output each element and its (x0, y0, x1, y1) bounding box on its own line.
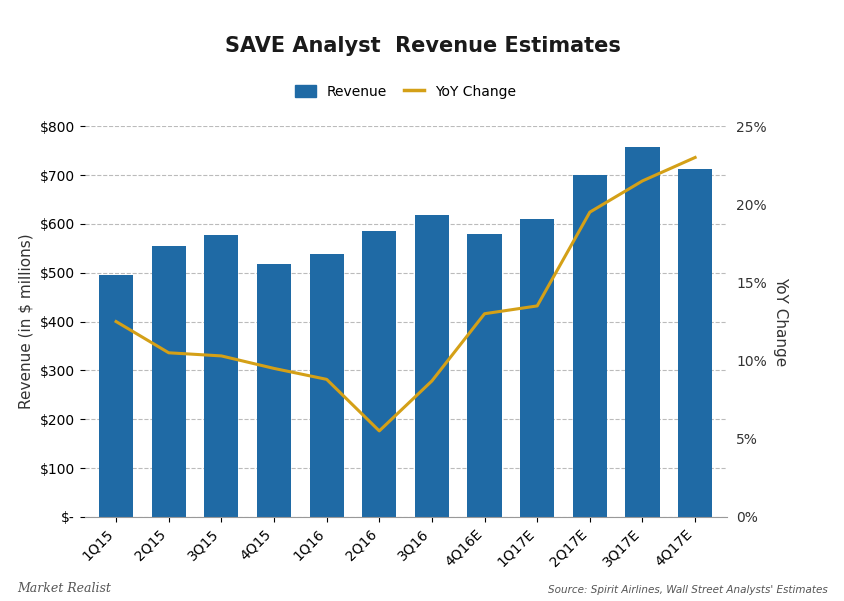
Bar (257, 264, 291, 517)
YoY Change (268, 365, 279, 372)
YoY Change (690, 154, 700, 161)
Bar (362, 231, 396, 517)
YoY Change (584, 209, 594, 216)
YoY Change (532, 302, 542, 310)
Bar (309, 254, 344, 517)
Bar (151, 246, 186, 517)
YoY Change (322, 376, 332, 383)
Text: Market Realist: Market Realist (17, 582, 111, 595)
Bar (99, 275, 133, 517)
Y-axis label: YoY Change: YoY Change (772, 277, 787, 366)
Y-axis label: Revenue (in $ millions): Revenue (in $ millions) (19, 234, 34, 409)
Bar (677, 169, 711, 517)
YoY Change (374, 427, 384, 435)
YoY Change (164, 349, 174, 356)
Bar (414, 215, 448, 517)
Line: YoY Change: YoY Change (116, 157, 695, 431)
Text: Source: Spirit Airlines, Wall Street Analysts' Estimates: Source: Spirit Airlines, Wall Street Ana… (548, 585, 827, 595)
Legend: Revenue, YoY Change: Revenue, YoY Change (289, 79, 522, 104)
Text: SAVE Analyst  Revenue Estimates: SAVE Analyst Revenue Estimates (225, 36, 619, 56)
Bar (625, 147, 659, 517)
Bar (204, 234, 238, 517)
YoY Change (426, 377, 436, 385)
YoY Change (636, 177, 647, 185)
YoY Change (111, 318, 121, 325)
Bar (572, 175, 606, 517)
Bar (519, 219, 554, 517)
YoY Change (479, 310, 489, 317)
YoY Change (216, 352, 226, 359)
Bar (467, 234, 501, 517)
